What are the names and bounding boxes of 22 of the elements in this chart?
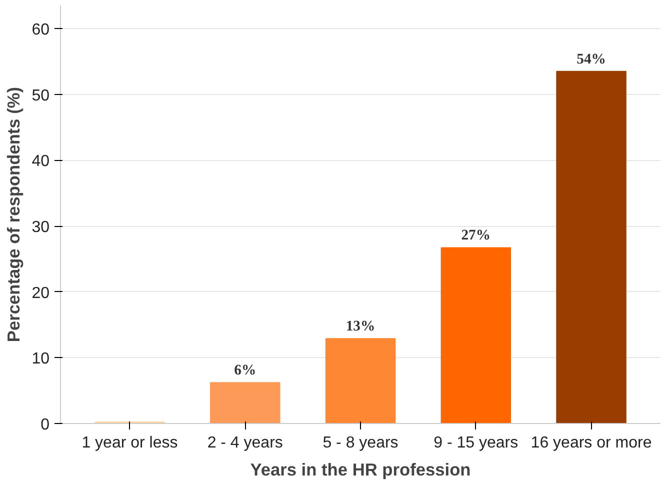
bar xyxy=(556,70,626,424)
x-tick-label: 16 years or more xyxy=(530,434,652,452)
y-tick-label: 50 xyxy=(32,87,50,104)
y-tick-label: 10 xyxy=(32,350,50,368)
x-tick-label: 9 - 15 years xyxy=(434,434,518,452)
x-tick-label: 5 - 8 years xyxy=(322,434,398,452)
x-tick-label: 2 - 4 years xyxy=(207,434,283,452)
bar xyxy=(440,247,511,424)
data-label: 27% xyxy=(461,228,491,244)
y-tick-label: 30 xyxy=(32,219,50,236)
bar xyxy=(325,338,396,424)
x-tick-label: 1 year or less xyxy=(82,434,178,452)
bar xyxy=(210,382,280,424)
x-axis-title: Years in the HR profession xyxy=(250,460,471,480)
data-label: 13% xyxy=(346,318,376,335)
data-label: 54% xyxy=(576,51,606,68)
y-tick-label: 60 xyxy=(32,22,50,39)
data-label: 6% xyxy=(234,362,256,379)
y-tick-label: 40 xyxy=(32,153,50,170)
y-tick-label: 20 xyxy=(32,284,50,302)
y-axis-title: Percentage of respondents (%) xyxy=(4,86,24,342)
y-tick-label: 0 xyxy=(40,416,50,434)
